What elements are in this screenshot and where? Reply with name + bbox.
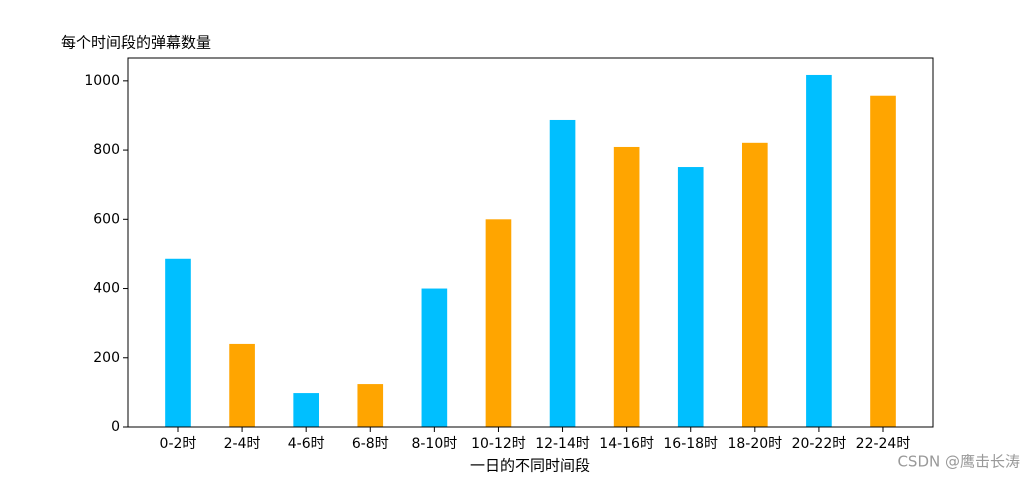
y-tick-label: 800 xyxy=(93,142,120,158)
y-tick-label: 0 xyxy=(111,419,120,435)
x-tick-label: 18-20时 xyxy=(727,436,782,452)
x-tick-label: 22-24时 xyxy=(856,436,911,452)
x-tick-label: 16-18时 xyxy=(663,436,718,452)
bar xyxy=(742,142,768,428)
x-tick-label: 12-14时 xyxy=(535,436,590,452)
bar xyxy=(485,219,512,427)
x-tick-label: 10-12时 xyxy=(471,436,526,452)
chart-title: 每个时间段的弹幕数量 xyxy=(61,34,211,52)
watermark: CSDN @鹰击长涛 xyxy=(897,453,1020,471)
x-tick-label: 14-16时 xyxy=(599,436,654,452)
bar xyxy=(613,146,640,427)
x-tick-label: 8-10时 xyxy=(411,436,457,452)
bar xyxy=(165,258,191,427)
x-tick-label: 20-22时 xyxy=(792,436,847,452)
bar xyxy=(293,393,319,427)
bar xyxy=(421,288,448,427)
bar xyxy=(229,343,255,427)
y-tick-label: 1000 xyxy=(84,73,120,89)
y-tick-label: 600 xyxy=(93,211,120,227)
y-tick-label: 400 xyxy=(93,281,120,297)
bar xyxy=(806,74,832,427)
plot-frame xyxy=(127,57,934,428)
x-axis-label: 一日的不同时间段 xyxy=(470,457,590,475)
y-tick-label: 200 xyxy=(93,350,120,366)
x-tick-label: 6-8时 xyxy=(352,436,389,452)
bar xyxy=(677,167,704,428)
bar xyxy=(549,119,576,427)
x-tick-label: 2-4时 xyxy=(224,436,261,452)
bar xyxy=(870,95,896,427)
x-tick-label: 0-2时 xyxy=(160,436,197,452)
bar xyxy=(357,384,384,427)
x-tick-label: 4-6时 xyxy=(288,436,325,452)
